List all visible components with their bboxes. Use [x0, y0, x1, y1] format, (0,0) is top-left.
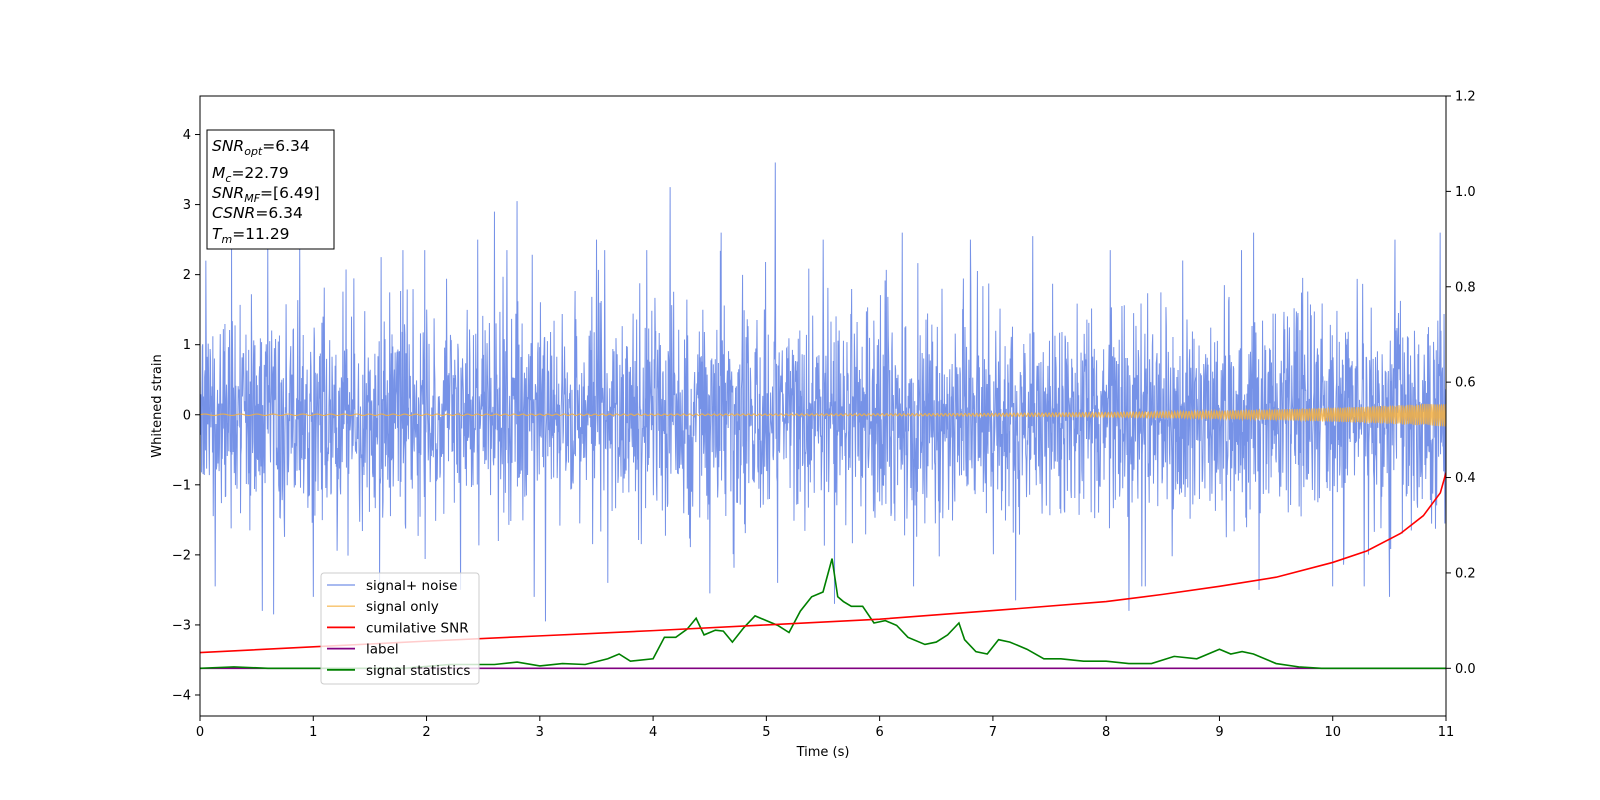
x-axis-label: Time (s) [796, 745, 850, 760]
y2-tick-label: 0.0 [1455, 662, 1476, 677]
x-tick-label: 10 [1324, 725, 1341, 740]
series-signal-noise [200, 162, 1446, 622]
y2-tick-label: 0.4 [1455, 471, 1476, 486]
x-tick-label: 9 [1215, 725, 1223, 740]
info-snr-opt: SNRopt=6.34 [212, 137, 310, 158]
series-cumulative-snr [200, 472, 1446, 654]
series-signal-only [200, 403, 1446, 427]
y-axis-left: −4 −3 −2 −1 0 1 2 3 4 [172, 128, 200, 703]
y-tick-label: 2 [183, 268, 191, 283]
y2-tick-label: 0.6 [1455, 376, 1476, 391]
x-tick-label: 1 [309, 725, 317, 740]
legend-item-label: label [327, 642, 399, 658]
x-tick-label: 5 [762, 725, 770, 740]
info-snr-mf: SNRMF=[6.49] [212, 184, 320, 205]
y-tick-label: 1 [183, 338, 191, 353]
legend-frame [320, 572, 480, 685]
x-tick-label: 0 [196, 725, 204, 740]
x-axis: 0 1 2 3 4 5 6 7 8 9 10 11 [196, 716, 1454, 740]
y2-tick-label: 0.2 [1455, 566, 1476, 581]
y-tick-label: 0 [183, 408, 191, 423]
legend-item-cumulative-snr: cumilative SNR [327, 620, 469, 636]
x-tick-label: 4 [649, 725, 657, 740]
legend-label: label [366, 642, 399, 658]
y-tick-label: −2 [172, 548, 191, 563]
y2-tick-label: 1.0 [1455, 185, 1476, 200]
x-tick-label: 6 [875, 725, 883, 740]
y-axis-right: 0.0 0.2 0.4 0.6 0.8 1.0 1.2 [1446, 90, 1476, 677]
x-tick-label: 7 [989, 725, 997, 740]
y2-tick-label: 1.2 [1455, 90, 1476, 105]
info-tm: Tm=11.29 [212, 225, 290, 246]
legend-item-signal-only: signal only [327, 599, 439, 615]
x-tick-label: 3 [536, 725, 544, 740]
legend-label: signal+ noise [366, 578, 457, 594]
legend-item-signal-noise: signal+ noise [327, 578, 457, 594]
legend-item-signal-statistics: signal statistics [327, 663, 470, 679]
legend-label: signal statistics [366, 663, 470, 679]
x-tick-label: 2 [422, 725, 430, 740]
legend-label: cumilative SNR [366, 620, 469, 636]
x-tick-label: 11 [1438, 725, 1455, 740]
info-box-frame [206, 129, 335, 250]
x-tick-label: 8 [1102, 725, 1110, 740]
y-axis-label: Whitened strain [150, 354, 165, 457]
y-tick-label: 4 [183, 128, 191, 143]
legend-label: signal only [366, 599, 439, 615]
y-tick-label: 3 [183, 198, 191, 213]
legend: signal+ noise signal only cumilative SNR la… [320, 572, 480, 685]
y-tick-label: −4 [172, 688, 191, 703]
series-signal-statistics [200, 558, 1446, 670]
info-csnr: CSNR=6.34 [212, 204, 303, 222]
info-mc: Mc=22.79 [212, 164, 289, 185]
y-tick-label: −3 [172, 618, 191, 633]
info-box: SNRopt=6.34 Mc=22.79 SNRMF=[6.49] CSNR=6… [206, 129, 335, 250]
y2-tick-label: 0.8 [1455, 280, 1476, 295]
plot-frame [199, 95, 1447, 717]
y-tick-label: −1 [172, 478, 191, 493]
